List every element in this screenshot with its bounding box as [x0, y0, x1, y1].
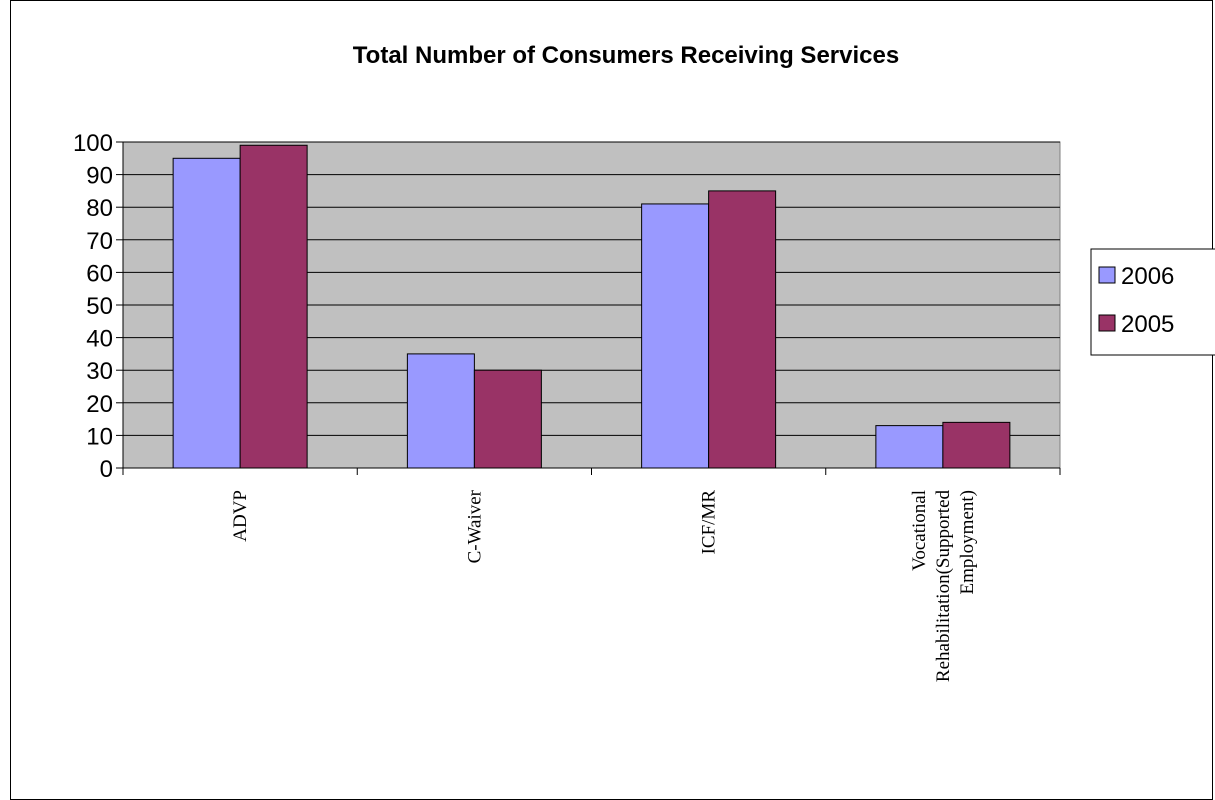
bar-2005-3	[942, 421, 1011, 469]
x-tick-label: Vocational Rehabilitation(Supported Employ…	[909, 490, 978, 683]
y-tick-label: 80	[86, 195, 113, 222]
legend-swatch-2005	[1098, 314, 1116, 332]
bar-2006-0	[172, 157, 241, 469]
legend: 2006 2005	[1090, 248, 1215, 356]
bar-2005-0	[239, 144, 308, 469]
legend-swatch-2006	[1098, 266, 1116, 284]
plot-area: 0 10 20 30 40 50 60 70 80 90 100 ADVP C-Waiver ICF/MR…	[73, 130, 1061, 683]
y-tick-label: 50	[86, 293, 113, 320]
bar-chart: Total Number of Consumers Receiving Serv…	[73, 42, 1215, 683]
y-tick-label: 60	[86, 260, 113, 287]
bar-2005-2	[708, 190, 777, 469]
chart-title: Total Number of Consumers Receiving Serv…	[353, 42, 899, 69]
bar-2006-3	[875, 425, 944, 469]
y-tick-label: 20	[86, 391, 113, 418]
legend-label: 2005	[1121, 311, 1174, 338]
x-tick-label-line: Vocational	[909, 490, 930, 571]
x-tick-label-line: ADVP	[230, 490, 251, 542]
legend-label: 2006	[1121, 263, 1174, 290]
x-tick-label: C-Waiver	[464, 489, 485, 563]
x-tick-label-line: C-Waiver	[464, 489, 485, 563]
bar-2006-1	[406, 353, 475, 469]
y-tick-label: 30	[86, 358, 113, 385]
y-tick-label: 0	[100, 456, 113, 483]
y-tick-label: 10	[86, 423, 113, 450]
x-tick-label: ADVP	[230, 490, 251, 542]
x-tick-label: ICF/MR	[699, 490, 720, 555]
y-tick-label: 90	[86, 163, 113, 190]
y-tick-label: 100	[73, 130, 113, 157]
bar-2006-2	[641, 203, 710, 469]
x-tick-label-line: ICF/MR	[699, 490, 720, 555]
x-tick-label-line: Rehabilitation(Supported	[933, 490, 954, 683]
y-tick-label: 70	[86, 228, 113, 255]
y-tick-label: 40	[86, 326, 113, 353]
x-tick-label-line: Employment)	[957, 490, 978, 594]
bar-2005-1	[473, 369, 542, 469]
chart-frame: Total Number of Consumers Receiving Serv…	[10, 0, 1215, 800]
